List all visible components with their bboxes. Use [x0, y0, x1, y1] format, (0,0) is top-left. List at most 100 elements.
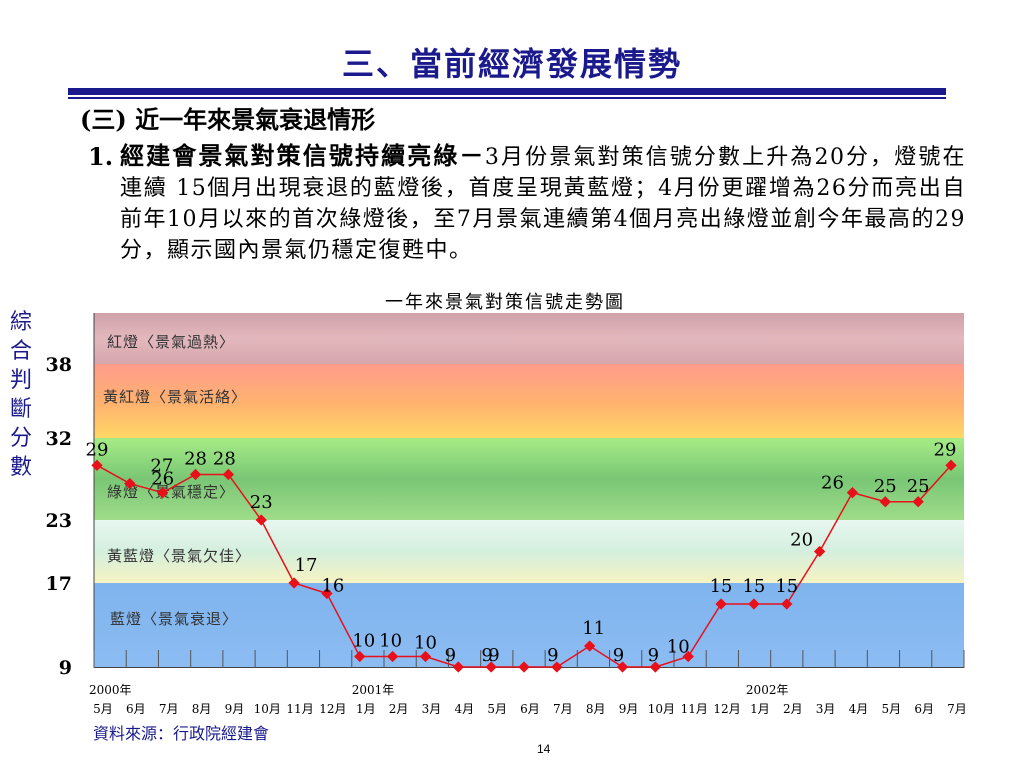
x-tick-label: 12月	[713, 702, 740, 716]
data-label: 15	[742, 576, 765, 597]
data-point	[288, 577, 300, 589]
data-label: 25	[874, 476, 897, 497]
data-point	[485, 661, 497, 673]
data-point	[157, 487, 169, 499]
title-rule-thin	[68, 97, 946, 99]
x-tick-label: 4月	[849, 702, 869, 716]
item-number: 1.	[88, 142, 114, 171]
data-label: 26	[821, 473, 844, 494]
data-label: 10	[667, 637, 690, 658]
x-tick-label: 6月	[914, 702, 934, 716]
band-4	[94, 583, 964, 667]
data-label: 29	[934, 439, 957, 460]
data-label: 9	[445, 645, 456, 666]
data-label: 15	[710, 576, 733, 597]
title-rule-thick	[68, 88, 946, 95]
x-tick-label: 6月	[520, 702, 540, 716]
data-label: 27	[150, 456, 173, 477]
x-tick-label: 5月	[881, 702, 901, 716]
band-1	[94, 364, 964, 438]
data-point	[584, 640, 596, 652]
data-point	[321, 587, 333, 600]
data-label: 9	[481, 645, 492, 666]
data-label: 20	[790, 530, 813, 551]
y-tick-label: 23	[46, 510, 72, 532]
x-tick-label: 4月	[454, 702, 474, 716]
x-tick-label: 3月	[422, 702, 442, 716]
data-label: 23	[250, 492, 273, 513]
y-tick-label: 38	[46, 354, 72, 376]
data-point	[518, 661, 530, 673]
data-label: 10	[414, 633, 437, 654]
band-label-0: 紅燈〈景氣過熱〉	[107, 333, 235, 351]
band-2	[94, 438, 964, 520]
data-point	[222, 468, 235, 481]
x-tick-label: 10月	[648, 702, 675, 716]
data-label: 9	[547, 645, 558, 666]
x-tick-label: 2月	[389, 702, 409, 716]
data-point	[189, 468, 202, 481]
x-tick-label: 1月	[356, 702, 376, 716]
data-point	[846, 487, 859, 499]
x-tick-label: 10月	[254, 702, 281, 716]
x-year-label: 2002年	[746, 683, 789, 697]
data-label: 28	[213, 448, 236, 469]
data-point	[813, 545, 826, 558]
section-heading: (三) 近一年來景氣衰退情形	[80, 105, 376, 134]
data-point	[551, 661, 563, 673]
data-label: 10	[352, 631, 375, 652]
data-label: 26	[151, 469, 174, 490]
x-tick-label: 7月	[159, 702, 179, 716]
data-label: 10	[379, 631, 402, 652]
data-point	[452, 661, 464, 673]
y-axis-label-char-2: 判	[9, 368, 32, 393]
x-tick-label: 11月	[286, 702, 313, 716]
data-point	[748, 598, 760, 610]
chart-title: 一年來景氣對策信號走勢圖	[385, 292, 625, 313]
y-axis-label-char-3: 斷	[9, 397, 32, 422]
y-tick-label: 9	[59, 657, 72, 679]
page-number: 14	[537, 742, 551, 756]
x-tick-label: 6月	[126, 702, 146, 716]
data-point	[255, 514, 267, 526]
data-point	[419, 650, 432, 663]
data-point	[945, 459, 957, 471]
band-0	[94, 313, 964, 364]
band-label-3: 黃藍燈〈景氣欠佳〉	[107, 547, 251, 565]
band-label-1: 黃紅燈〈景氣活絡〉	[103, 388, 247, 406]
x-year-label: 2001年	[352, 683, 395, 697]
data-point	[879, 496, 891, 508]
data-label: 9	[648, 645, 659, 666]
x-tick-label: 3月	[816, 702, 836, 716]
x-year-label: 2000年	[89, 683, 132, 697]
y-axis-label-char-4: 分	[9, 426, 32, 451]
data-label: 28	[184, 448, 207, 469]
data-label: 11	[582, 618, 605, 639]
x-tick-label: 11月	[681, 702, 708, 716]
data-point	[682, 650, 694, 663]
y-axis-label: 綜合判斷分數	[6, 308, 36, 482]
data-label: 16	[321, 576, 344, 597]
x-tick-label: 5月	[487, 702, 507, 716]
data-label: 15	[775, 576, 798, 597]
data-label: 9	[613, 645, 624, 666]
band-label-2: 綠燈〈景氣穩定〉	[107, 483, 235, 501]
data-label: 17	[295, 555, 318, 576]
y-axis-label-char-0: 綜	[9, 310, 32, 335]
x-tick-label: 2月	[783, 702, 803, 716]
x-tick-label: 12月	[319, 702, 346, 716]
x-tick-label: 9月	[225, 702, 245, 716]
y-tick-label: 32	[46, 428, 72, 450]
data-point	[354, 650, 366, 663]
data-label: 9	[488, 645, 499, 666]
x-tick-label: 7月	[553, 702, 573, 716]
x-tick-label: 5月	[93, 702, 113, 716]
x-tick-label: 8月	[586, 702, 606, 716]
data-point	[649, 661, 662, 673]
data-point	[912, 496, 924, 508]
x-tick-label: 7月	[947, 702, 967, 716]
data-point	[781, 598, 793, 610]
data-point	[386, 650, 399, 663]
y-axis-label-char-5: 數	[9, 455, 32, 480]
y-tick-label: 17	[46, 573, 72, 595]
